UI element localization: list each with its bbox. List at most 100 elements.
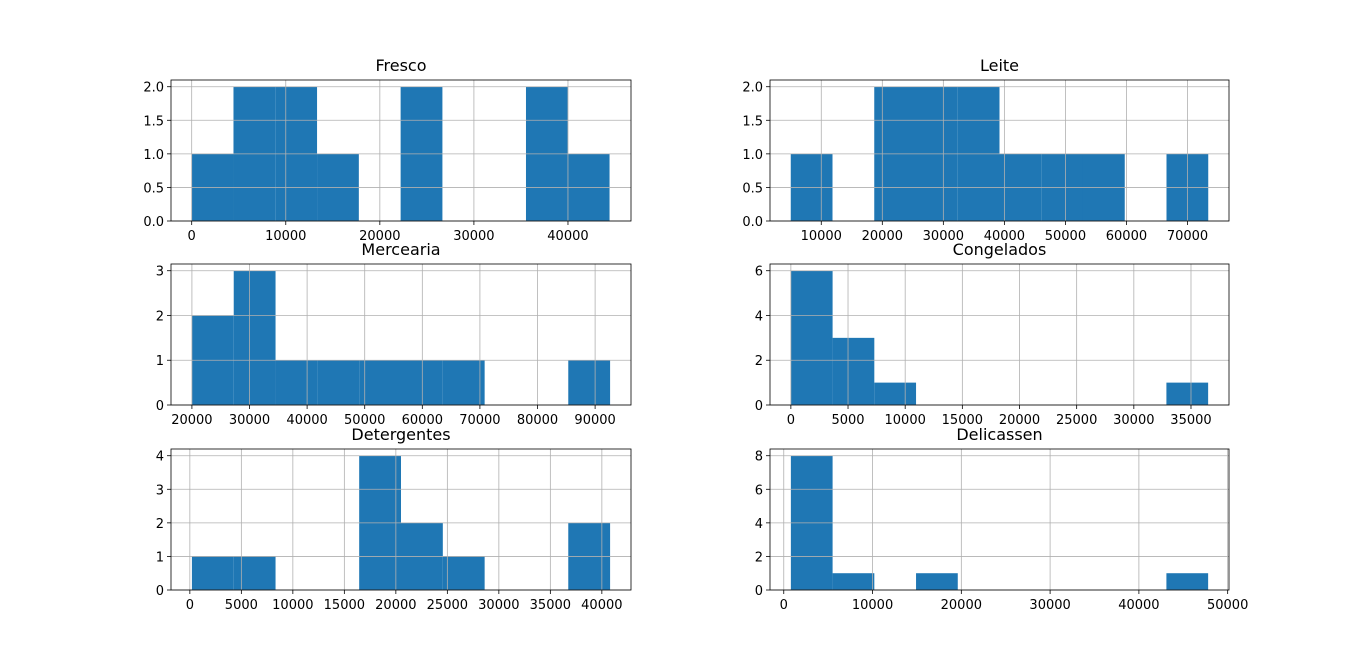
subplot-title: Detergentes	[351, 425, 450, 444]
y-tick-label: 1.0	[143, 148, 164, 163]
x-tick-label: 30000	[229, 413, 270, 428]
subplot-title: Leite	[980, 56, 1019, 75]
x-tick-label: 40000	[1118, 598, 1159, 613]
x-tick-label: 10000	[885, 413, 926, 428]
x-tick-label: 40000	[286, 413, 327, 428]
x-tick-label: 80000	[517, 413, 558, 428]
histogram-bar	[233, 556, 276, 590]
subplot-title: Delicassen	[956, 425, 1042, 444]
y-tick-label: 0.0	[742, 215, 763, 230]
subplot-delicassen: 0 10000 20000 30000 40000 50000 0 2 4 6 8 Delicasse…	[755, 425, 1249, 613]
x-tick-label: 40000	[547, 229, 588, 244]
histogram-bar	[275, 360, 318, 405]
y-tick-label: 1.0	[742, 148, 763, 163]
axes-frame	[170, 448, 632, 591]
x-tick-label: 40000	[984, 229, 1025, 244]
y-tick-label: 1.5	[742, 114, 763, 129]
x-tick-label: 0	[186, 598, 194, 613]
x-tick-label: 30000	[1113, 413, 1154, 428]
y-tick-label: 4	[755, 309, 763, 324]
y-tick-label: 0.5	[742, 181, 763, 196]
y-tick-label: 2	[156, 309, 164, 324]
x-tick-label: 30000	[478, 598, 519, 613]
y-tick-label: 0	[755, 584, 763, 599]
y-tick-label: 2.0	[143, 81, 164, 96]
histogram-bar	[359, 360, 401, 405]
histogram-bar	[790, 270, 833, 405]
subplot-congelados: 0 5000 10000 15000 20000 25000 30000 35000 0 2 4 6 C…	[755, 240, 1230, 428]
y-tick-label: 8	[755, 450, 763, 465]
y-tick-label: 1	[156, 354, 164, 369]
histogram-bar	[1166, 573, 1209, 590]
x-tick-label: 0	[787, 413, 795, 428]
x-tick-label: 10000	[265, 229, 306, 244]
x-tick-label: 70000	[459, 413, 500, 428]
y-tick-label: 1.5	[143, 114, 164, 129]
axes-frame	[170, 79, 632, 222]
x-tick-label: 10000	[801, 229, 842, 244]
x-tick-label: 60000	[1106, 229, 1147, 244]
x-tick-label: 50000	[1207, 598, 1248, 613]
y-tick-label: 2	[755, 550, 763, 565]
y-tick-label: 3	[156, 265, 164, 280]
x-tick-label: 25000	[1056, 413, 1097, 428]
subplot-title: Mercearia	[361, 240, 440, 259]
subplot-mercearia: 20000 30000 40000 50000 60000 70000 80000 90000…	[156, 240, 632, 428]
histogram-bar	[874, 382, 917, 405]
axes-frame	[170, 263, 632, 406]
y-tick-label: 1	[156, 550, 164, 565]
x-tick-label: 0	[188, 229, 196, 244]
x-tick-label: 50000	[1045, 229, 1086, 244]
histogram-bar	[442, 360, 485, 405]
histogram-bar	[916, 573, 958, 590]
x-tick-label: 20000	[999, 413, 1040, 428]
y-tick-label: 4	[755, 517, 763, 532]
histogram-bar	[1166, 382, 1209, 405]
subplot-fresco: 0 10000 20000 30000 40000 0.0 0.5 1.0 1.5 2.0 Fres…	[143, 56, 632, 244]
x-tick-label: 30000	[923, 229, 964, 244]
x-tick-label: 20000	[171, 413, 212, 428]
y-tick-label: 2	[156, 517, 164, 532]
x-tick-label: 5000	[831, 413, 864, 428]
y-tick-label: 3	[156, 483, 164, 498]
x-tick-label: 20000	[941, 598, 982, 613]
x-tick-label: 30000	[1029, 598, 1070, 613]
axes-frame	[769, 263, 1230, 406]
x-tick-label: 20000	[862, 229, 903, 244]
histogram-bar	[442, 556, 485, 590]
x-tick-label: 30000	[453, 229, 494, 244]
x-tick-label: 10000	[272, 598, 313, 613]
y-tick-label: 0	[156, 584, 164, 599]
y-tick-label: 4	[156, 450, 164, 465]
x-tick-label: 15000	[942, 413, 983, 428]
subplot-detergentes: 0 5000 10000 15000 20000 25000 30000 35000 40000…	[156, 425, 632, 613]
axes-frame	[769, 79, 1230, 222]
histogram-bar	[832, 337, 875, 405]
x-tick-label: 5000	[225, 598, 258, 613]
x-tick-label: 20000	[375, 598, 416, 613]
axes-frame	[769, 448, 1230, 591]
y-tick-label: 0	[755, 399, 763, 414]
y-tick-label: 2.0	[742, 81, 763, 96]
histogram-bar	[832, 573, 875, 590]
y-tick-label: 2	[755, 354, 763, 369]
x-tick-label: 50000	[344, 413, 385, 428]
y-tick-label: 0.5	[143, 181, 164, 196]
x-tick-label: 25000	[427, 598, 468, 613]
histogram-bar	[191, 556, 234, 590]
x-tick-label: 70000	[1167, 229, 1208, 244]
y-tick-label: 0.0	[143, 215, 164, 230]
x-tick-label: 35000	[530, 598, 571, 613]
subplot-title: Congelados	[953, 240, 1047, 259]
x-tick-label: 0	[780, 598, 788, 613]
x-tick-label: 15000	[324, 598, 365, 613]
histogram-bar	[317, 360, 360, 405]
x-tick-label: 40000	[581, 598, 622, 613]
subplot-title: Fresco	[375, 56, 426, 75]
x-tick-label: 10000	[852, 598, 893, 613]
x-tick-label: 20000	[359, 229, 400, 244]
histogram-bar	[233, 270, 276, 405]
x-tick-label: 90000	[574, 413, 615, 428]
histogram-bar	[401, 360, 443, 405]
